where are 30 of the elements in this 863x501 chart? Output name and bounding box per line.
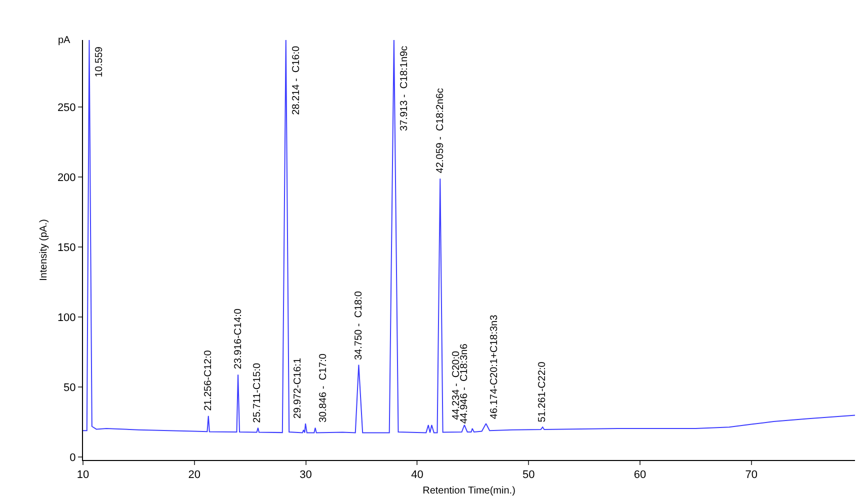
- annotation: 29.972-C16:1: [292, 358, 304, 419]
- annotation: 25.711-C15:0: [252, 362, 264, 423]
- annotation: 21.256-C12:0: [202, 350, 214, 411]
- annotation: 44.946 - C18:3n6: [458, 343, 470, 424]
- y-tick-label: 250: [57, 102, 76, 114]
- x-tick-label: 70: [745, 469, 758, 482]
- annotation: 10.559: [94, 46, 106, 78]
- text: pA: [58, 35, 71, 46]
- x-tick-label: 20: [188, 469, 201, 482]
- annotation: 51.261-C22:0: [537, 361, 548, 422]
- y-tick-label: 50: [64, 382, 76, 394]
- x-tick-label: 40: [411, 469, 424, 482]
- y-tick-label: 150: [57, 242, 76, 254]
- annotation: 23.916-C14:0: [232, 308, 244, 370]
- line-series: [83, 40, 855, 434]
- y-tick-label: 100: [57, 312, 76, 324]
- x-tick-label: 60: [634, 469, 646, 482]
- annotation: 28.214 - C16:0: [290, 46, 302, 115]
- annotation: 37.913 - C18:1n9c: [398, 46, 410, 131]
- x-axis-title: Retention Time(min.): [422, 486, 516, 497]
- x-tick-label: 50: [522, 469, 535, 482]
- y-axis-title: Intensity (pA.): [38, 219, 50, 281]
- annotation: 46.174-C20:1+C18:3n3: [488, 314, 500, 420]
- y-tick-label: 0: [70, 452, 76, 464]
- annotation: 30.846 - C17:0: [318, 353, 329, 423]
- annotation: 34.750 - C18:0: [353, 290, 364, 360]
- x-tick-label: 10: [76, 469, 90, 482]
- y-tick-label: 200: [57, 172, 76, 184]
- annotation: 42.059 - C18:2n6c: [435, 88, 446, 174]
- x-tick-label: 30: [300, 469, 312, 482]
